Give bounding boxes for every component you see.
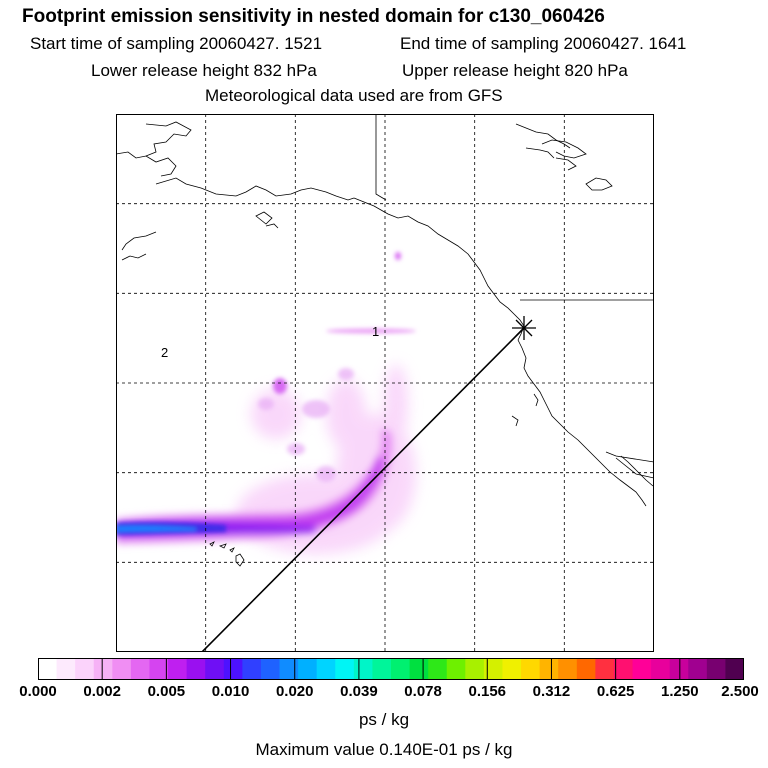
colorbar-swatch	[93, 658, 113, 680]
colorbar-frame	[38, 658, 744, 680]
colorbar-tick-label: 0.005	[147, 683, 186, 700]
colorbar-swatch	[706, 658, 726, 680]
colorbar-swatch	[521, 658, 541, 680]
colorbar-tick-label: 0.625	[596, 683, 635, 700]
colorbar-swatch	[335, 658, 355, 680]
units-label: ps / kg	[358, 710, 410, 729]
colorbar-swatch	[223, 658, 243, 680]
colorbar-swatch	[446, 658, 466, 680]
colorbar-swatch	[576, 658, 596, 680]
colorbar-swatch	[465, 658, 485, 680]
colorbar-swatch	[242, 658, 262, 680]
cluster-label-1: 1	[372, 324, 379, 339]
footprint-plume	[116, 252, 416, 554]
colorbar-swatch	[205, 658, 225, 680]
colorbar-tick-label: 0.078	[404, 683, 442, 700]
colorbar-swatch	[428, 658, 448, 680]
lower-height-label: Lower release height 832 hPa	[91, 61, 317, 80]
colorbar-swatch	[483, 658, 503, 680]
colorbar-swatch	[688, 658, 708, 680]
colorbar-swatch	[112, 658, 132, 680]
end-time-label: End time of sampling 20060427. 1641	[400, 34, 687, 53]
colorbar-tick-label: 0.020	[275, 683, 314, 700]
colorbar-swatch	[651, 658, 671, 680]
colorbar-swatch	[595, 658, 615, 680]
colorbar-tick-label: 0.039	[340, 683, 378, 700]
cluster-label-2: 2	[161, 345, 168, 360]
coastlines	[116, 121, 654, 567]
flight-track-line	[201, 327, 525, 652]
colorbar-swatch	[56, 658, 76, 680]
star-marker-icon	[512, 316, 536, 340]
colorbar-swatch	[502, 658, 522, 680]
met-data-label: Meteorological data used are from GFS	[205, 86, 503, 105]
colorbar-swatch	[613, 658, 634, 680]
colorbar-swatch	[372, 658, 392, 680]
colorbar-swatch	[409, 658, 429, 680]
colorbar-swatch	[130, 658, 150, 680]
colorbar-tick-label: 2.500	[721, 683, 759, 700]
borders	[375, 114, 654, 479]
colorbar-swatch	[279, 658, 299, 680]
colorbar-swatch	[75, 658, 95, 680]
colorbar-swatch	[298, 658, 318, 680]
colorbar-swatch	[149, 658, 169, 680]
map-frame	[116, 114, 654, 652]
colorbar-tick-label: 0.010	[211, 683, 250, 700]
colorbar-swatch	[353, 658, 373, 680]
colorbar-swatch	[260, 658, 281, 680]
colorbar-swatch	[632, 658, 652, 680]
colorbar-swatch	[168, 658, 188, 680]
footprint-map: 1 2	[116, 114, 654, 652]
start-time-label: Start time of sampling 20060427. 1521	[30, 34, 323, 53]
colorbar-tick-label: 0.156	[468, 683, 507, 700]
colorbar-tick-label: 0.002	[83, 683, 121, 700]
colorbar-swatch	[186, 658, 206, 680]
plot-title: Footprint emission sensitivity in nested…	[22, 6, 605, 27]
colorbar-swatch	[316, 658, 336, 680]
lat-lon-grid	[116, 114, 654, 652]
colorbar-tick-label: 0.312	[532, 683, 571, 700]
colorbar-tick-label: 0.000	[19, 683, 57, 700]
colorbar-swatch	[669, 658, 689, 680]
colorbar-swatch	[539, 658, 559, 680]
upper-height-label: Upper release height 820 hPa	[402, 61, 628, 80]
colorbar-swatch	[391, 658, 411, 680]
colorbar-swatch	[725, 658, 744, 680]
colorbar-swatch	[558, 658, 578, 680]
colorbar	[38, 658, 744, 680]
colorbar-tick-label: 1.250	[661, 683, 699, 700]
colorbar-swatch	[38, 658, 58, 680]
maximum-value-label: Maximum value 0.140E-01 ps / kg	[255, 740, 513, 759]
